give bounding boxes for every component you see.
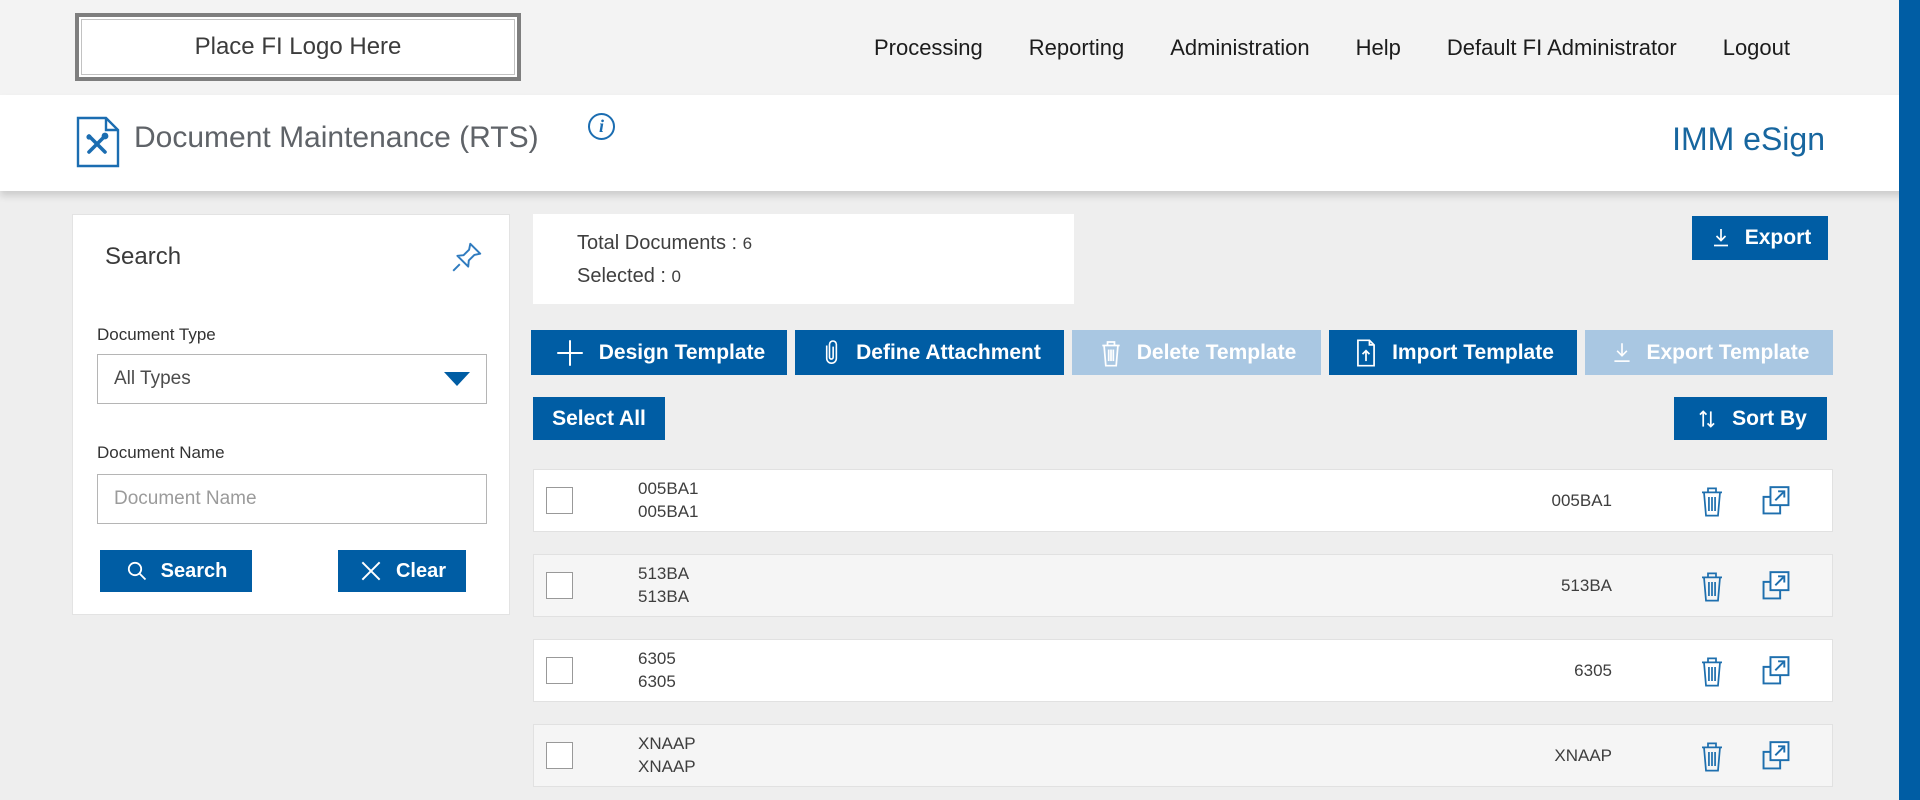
search-panel-heading: Search — [105, 243, 182, 270]
sort-arrows-icon — [1694, 406, 1720, 432]
import-document-icon — [1352, 338, 1380, 368]
nav-account[interactable]: Default FI Administrator — [1446, 34, 1677, 60]
selected-label: Selected : — [577, 265, 672, 287]
close-icon — [358, 558, 384, 584]
export-row-icon[interactable] — [1758, 569, 1794, 603]
download-icon — [1709, 226, 1733, 250]
right-edge-strip — [1899, 0, 1920, 800]
export-row-icon[interactable] — [1758, 484, 1794, 518]
table-row: 513BA 513BA 513BA — [533, 554, 1833, 617]
export-button[interactable]: Export — [1692, 216, 1828, 260]
top-bar: Place FI Logo Here Processing Reporting … — [0, 0, 1920, 95]
delete-row-icon[interactable] — [1696, 738, 1728, 774]
document-type-value: 005BA1 — [1551, 490, 1613, 510]
nav-help[interactable]: Help — [1355, 34, 1401, 60]
document-name-cell: 6305 6305 — [638, 649, 1574, 692]
paperclip-icon — [818, 338, 844, 368]
plus-icon — [553, 336, 587, 370]
delete-row-icon[interactable] — [1696, 483, 1728, 519]
document-name-cell: XNAAP XNAAP — [638, 734, 1554, 777]
sort-by-button[interactable]: Sort By — [1674, 397, 1827, 440]
document-type-label: Document Type — [97, 325, 216, 344]
document-tools-icon — [75, 116, 121, 168]
row-checkbox[interactable] — [546, 742, 573, 769]
nav-logout[interactable]: Logout — [1722, 34, 1790, 60]
template-actions-toolbar: Design Template Define Attachment Delete… — [531, 330, 1833, 375]
document-description: 6305 — [638, 672, 676, 691]
export-row-icon[interactable] — [1758, 654, 1794, 688]
search-icon — [125, 559, 149, 583]
fi-logo-inner: Place FI Logo Here — [81, 19, 515, 75]
search-button-label: Search — [160, 559, 228, 582]
nav-reporting[interactable]: Reporting — [1028, 34, 1125, 60]
chevron-down-icon — [444, 372, 470, 386]
delete-row-icon[interactable] — [1696, 568, 1728, 604]
selected-value: 0 — [671, 267, 681, 286]
nav-administration[interactable]: Administration — [1170, 34, 1310, 60]
table-row: XNAAP XNAAP XNAAP — [533, 724, 1833, 787]
table-row: 6305 6305 6305 — [533, 639, 1833, 702]
fi-logo-text: Place FI Logo Here — [194, 33, 402, 60]
row-checkbox[interactable] — [546, 487, 573, 514]
export-button-label: Export — [1744, 226, 1812, 249]
search-button[interactable]: Search — [100, 550, 252, 592]
total-documents-line: Total Documents : 6 — [577, 227, 1074, 260]
document-type-value: XNAAP — [1554, 745, 1612, 765]
document-name: 6305 — [638, 649, 676, 668]
delete-row-icon[interactable] — [1696, 653, 1728, 689]
total-documents-label: Total Documents : — [577, 232, 743, 254]
fi-logo-placeholder: Place FI Logo Here — [75, 13, 521, 81]
search-panel: Search Document Type All Types Document … — [72, 214, 510, 615]
delete-template-button[interactable]: Delete Template — [1072, 330, 1321, 375]
delete-template-label: Delete Template — [1136, 340, 1297, 364]
download-icon — [1609, 339, 1635, 367]
row-checkbox[interactable] — [546, 657, 573, 684]
document-type-value: 513BA — [1560, 575, 1612, 595]
document-type-selected-value: All Types — [114, 368, 191, 389]
import-template-button[interactable]: Import Template — [1329, 330, 1577, 375]
info-icon[interactable]: i — [588, 113, 615, 140]
document-type-select[interactable]: All Types — [97, 354, 487, 404]
document-name-cell: 513BA 513BA — [638, 564, 1561, 607]
document-name: XNAAP — [638, 734, 696, 753]
nav-processing[interactable]: Processing — [873, 34, 983, 60]
pushpin-icon[interactable] — [449, 239, 485, 275]
table-row: 005BA1 005BA1 005BA1 — [533, 469, 1833, 532]
export-template-button[interactable]: Export Template — [1585, 330, 1833, 375]
brand-imm-esign: IMM eSign — [1672, 121, 1825, 157]
selected-line: Selected : 0 — [577, 260, 1074, 293]
document-type-value: 6305 — [1574, 660, 1612, 680]
document-name: 513BA — [638, 564, 690, 583]
export-row-icon[interactable] — [1758, 739, 1794, 773]
clear-button-label: Clear — [395, 559, 447, 582]
document-description: 005BA1 — [638, 502, 699, 521]
document-description: XNAAP — [638, 757, 696, 776]
design-template-label: Design Template — [598, 340, 766, 364]
document-name-label: Document Name — [97, 443, 225, 462]
export-template-label: Export Template — [1646, 340, 1810, 364]
document-description: 513BA — [638, 587, 690, 606]
trash-icon — [1097, 338, 1125, 368]
document-name-cell: 005BA1 005BA1 — [638, 479, 1552, 522]
design-template-button[interactable]: Design Template — [531, 330, 787, 375]
import-template-label: Import Template — [1392, 340, 1554, 364]
documents-summary: Total Documents : 6 Selected : 0 — [533, 214, 1074, 304]
document-name: 005BA1 — [638, 479, 699, 498]
title-bar: Document Maintenance (RTS) i IMM eSign — [0, 95, 1920, 191]
define-attachment-button[interactable]: Define Attachment — [795, 330, 1064, 375]
main-nav: Processing Reporting Administration Help… — [874, 0, 1790, 95]
row-checkbox[interactable] — [546, 572, 573, 599]
document-name-input[interactable] — [97, 474, 487, 524]
sort-by-label: Sort By — [1732, 406, 1807, 430]
select-all-label: Select All — [552, 406, 646, 430]
document-list: 005BA1 005BA1 005BA1 513BA 513BA 513BA — [533, 469, 1833, 787]
select-all-button[interactable]: Select All — [533, 397, 665, 440]
clear-button[interactable]: Clear — [338, 550, 466, 592]
define-attachment-label: Define Attachment — [856, 340, 1041, 364]
page-title: Document Maintenance (RTS) — [134, 121, 539, 154]
total-documents-value: 6 — [742, 234, 753, 253]
